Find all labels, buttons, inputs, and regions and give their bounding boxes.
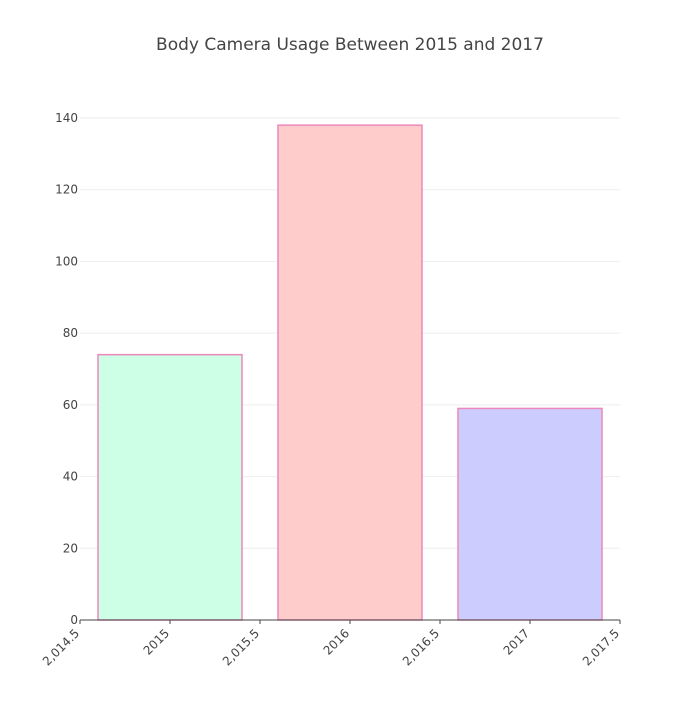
x-tick-label: 2,015.5 bbox=[220, 626, 262, 668]
x-tick-label: 2016 bbox=[321, 626, 352, 657]
y-tick-label: 40 bbox=[63, 470, 78, 484]
y-tick-label: 100 bbox=[55, 254, 78, 268]
y-tick-label: 60 bbox=[63, 398, 78, 412]
y-tick-label: 140 bbox=[55, 111, 78, 125]
chart-title: Body Camera Usage Between 2015 and 2017 bbox=[156, 35, 544, 55]
bars-layer bbox=[97, 124, 603, 621]
x-tick-label: 2,016.5 bbox=[400, 626, 442, 668]
y-tick-label: 20 bbox=[63, 541, 78, 555]
y-tick-label: 80 bbox=[63, 326, 78, 340]
bar-2017[interactable] bbox=[457, 407, 603, 621]
x-tick-label: 2,014.5 bbox=[40, 626, 82, 668]
y-tick-label: 0 bbox=[70, 613, 78, 627]
bar-2015[interactable] bbox=[97, 353, 243, 621]
x-tick-label: 2017 bbox=[501, 626, 532, 657]
x-tick-label: 2015 bbox=[141, 626, 172, 657]
y-axis-ticks: 0 20 40 60 80 100 120 140 bbox=[55, 111, 78, 627]
x-axis-ticks: 2,014.5 2015 2,015.5 2016 2,016.5 2017 2,017.5 bbox=[40, 620, 622, 669]
bar-2016[interactable] bbox=[277, 124, 423, 621]
x-tick-label: 2,017.5 bbox=[580, 626, 622, 668]
y-tick-label: 120 bbox=[55, 183, 78, 197]
